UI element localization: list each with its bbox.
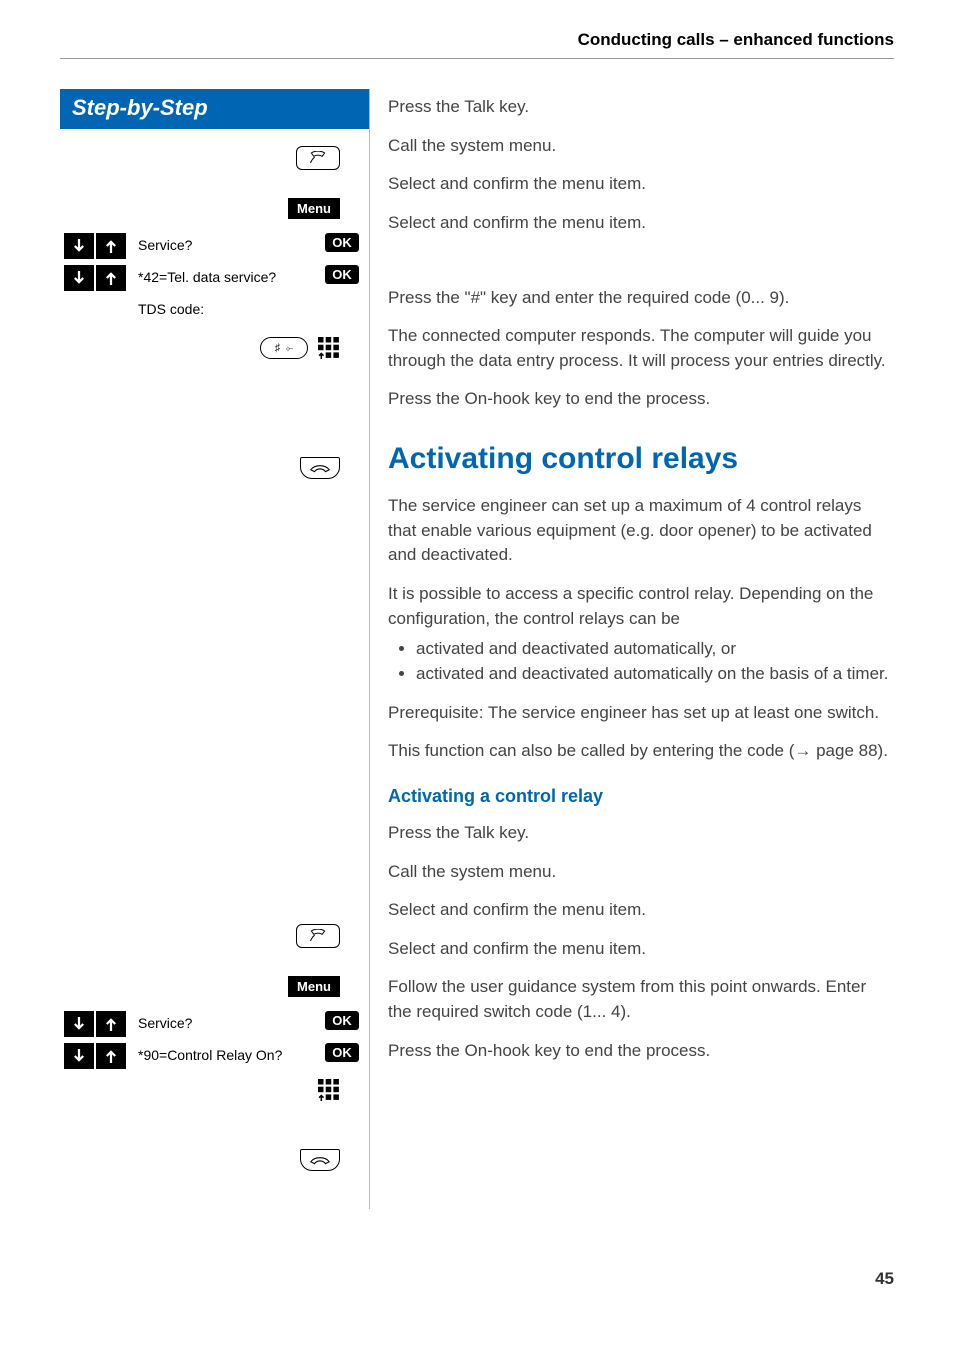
body-text: This function can also be called by ente… [388,739,894,764]
menu-button: Menu [288,976,340,997]
keypad-icon [318,1079,340,1101]
menu-item-service: Service? [132,1011,317,1033]
instruction-text: Press the "#" key and enter the required… [388,286,894,311]
onhook-key-icon [300,1149,340,1171]
hash-key-icon: ♯⟜ [260,337,308,359]
bullet-list: activated and deactivated automatically,… [388,637,894,686]
ok-button: OK [325,265,359,284]
content: Press the Talk key. Call the system menu… [370,89,894,1077]
subsection-heading: Activating a control relay [388,786,894,807]
instruction-text: The connected computer responds. The com… [388,324,894,373]
body-text: Prerequisite: The service engineer has s… [388,701,894,726]
up-arrow-icon [96,1011,126,1037]
section-heading: Activating control relays [388,442,894,476]
tds-code-label: TDS code: [132,297,317,319]
keypad-icon [318,337,340,359]
body-text: The service engineer can set up a maximu… [388,494,894,568]
talk-key-icon [296,146,340,170]
onhook-key-icon [300,457,340,479]
ok-button: OK [325,1011,359,1030]
down-arrow-icon [64,1011,94,1037]
instruction-text: Select and confirm the menu item. [388,898,894,923]
body-text: It is possible to access a specific cont… [388,582,894,631]
up-arrow-icon [96,265,126,291]
up-arrow-icon [96,233,126,259]
instruction-text: Press the On-hook key to end the process… [388,387,894,412]
list-item: activated and deactivated automatically,… [416,637,894,662]
ok-button: OK [325,233,359,252]
instruction-text: Call the system menu. [388,860,894,885]
list-item: activated and deactivated automatically … [416,662,894,687]
step-by-step-header: Step-by-Step [60,89,369,129]
page-number: 45 [60,1269,894,1289]
up-arrow-icon [96,1043,126,1069]
down-arrow-icon [64,1043,94,1069]
page-header: Conducting calls – enhanced functions [60,30,894,59]
instruction-text: Follow the user guidance system from thi… [388,975,894,1024]
instruction-text: Select and confirm the menu item. [388,937,894,962]
ok-button: OK [325,1043,359,1062]
page-link[interactable]: page 88 [811,741,877,760]
menu-item-relay-on: *90=Control Relay On? [132,1043,317,1065]
down-arrow-icon [64,265,94,291]
instruction-text: Select and confirm the menu item. [388,211,894,236]
talk-key-icon [296,924,340,948]
sidebar: Step-by-Step Menu Service? OK [60,89,370,1209]
instruction-text: Press the Talk key. [388,821,894,846]
instruction-text: Select and confirm the menu item. [388,172,894,197]
menu-button: Menu [288,198,340,219]
menu-item-teldata: *42=Tel. data service? [132,265,317,287]
instruction-text: Press the Talk key. [388,95,894,120]
menu-item-service: Service? [132,233,317,255]
down-arrow-icon [64,233,94,259]
instruction-text: Press the On-hook key to end the process… [388,1039,894,1064]
instruction-text: Call the system menu. [388,134,894,159]
